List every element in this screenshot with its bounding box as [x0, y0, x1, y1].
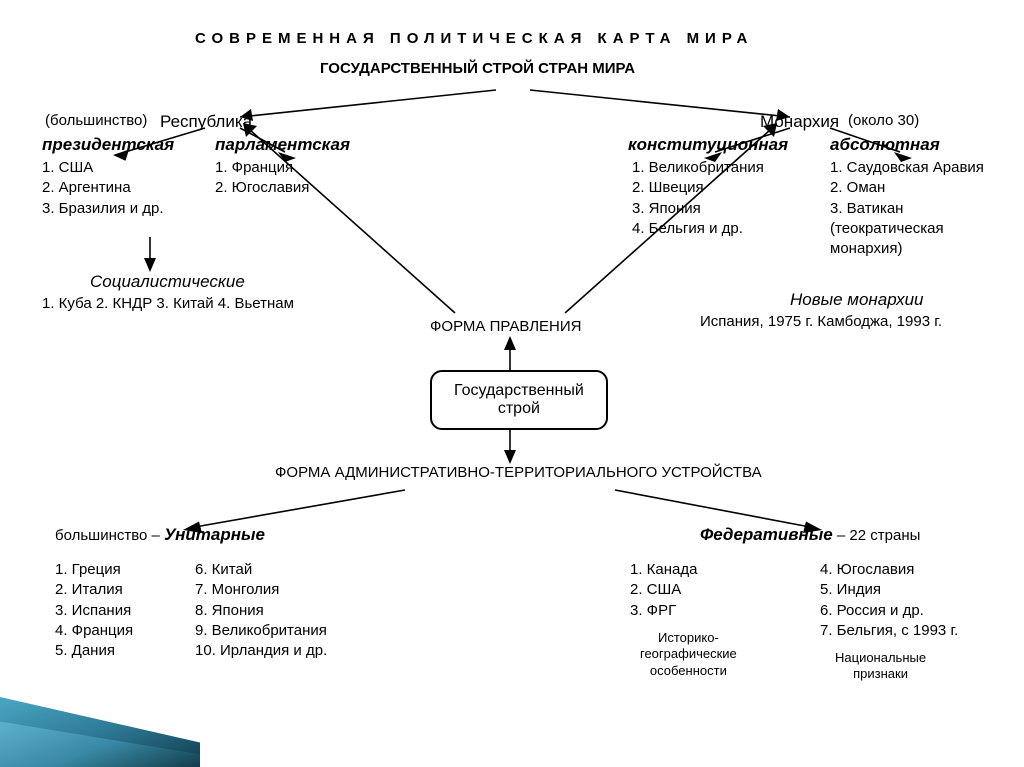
- list-item: 3. ФРГ: [630, 601, 697, 621]
- unitary-prefix: большинство –: [55, 527, 164, 544]
- center-box-line2: строй: [454, 400, 584, 418]
- absolute-header: абсолютная: [830, 135, 940, 155]
- monarchy-label: Монархия: [760, 112, 839, 132]
- list-item: 4. Югославия: [820, 560, 958, 580]
- list-item: 9. Великобритания: [195, 621, 327, 641]
- new-monarchies-line: Испания, 1975 г. Камбоджа, 1993 г.: [700, 313, 942, 330]
- list-item: (теократическая: [830, 219, 984, 239]
- federal-col2-note: Национальные признаки: [835, 650, 926, 683]
- list-item: 10. Ирландия и др.: [195, 641, 327, 661]
- federal-col1-note: Историко- географические особенности: [640, 630, 737, 679]
- list-item: 1. Канада: [630, 560, 697, 580]
- list-item: 1. Греция: [55, 560, 133, 580]
- list-item: 5. Дания: [55, 641, 133, 661]
- list-item: 5. Индия: [820, 580, 958, 600]
- list-item: 7. Монголия: [195, 580, 327, 600]
- list-item: 2. Италия: [55, 580, 133, 600]
- list-item: 6. Россия и др.: [820, 601, 958, 621]
- center-box-line1: Государственный: [454, 382, 584, 400]
- list-item: 3. Япония: [632, 199, 764, 219]
- absolute-list: 1. Саудовская Аравия2. Оман3. Ватикан (т…: [830, 158, 984, 259]
- federal-suffix: – 22 страны: [833, 527, 921, 544]
- list-item: 1. США: [42, 158, 164, 178]
- new-monarchies-header: Новые монархии: [790, 290, 924, 310]
- parliamentary-list: 1. Франция2. Югославия: [215, 158, 309, 199]
- list-item: 2. Швеция: [632, 178, 764, 198]
- list-item: 2. Аргентина: [42, 178, 164, 198]
- parliamentary-header: парламентская: [215, 135, 350, 155]
- list-item: 6. Китай: [195, 560, 327, 580]
- socialist-line: 1. Куба 2. КНДР 3. Китай 4. Вьетнам: [42, 295, 294, 312]
- unitary-label: Унитарные: [164, 525, 265, 544]
- list-item: 1. Великобритания: [632, 158, 764, 178]
- form-admin-label: ФОРМА АДМИНИСТРАТИВНО-ТЕРРИТОРИАЛЬНОГО У…: [275, 464, 762, 481]
- federal-label: Федеративные: [700, 525, 833, 544]
- list-item: монархия): [830, 239, 984, 259]
- list-item: 4. Бельгия и др.: [632, 219, 764, 239]
- socialist-header: Социалистические: [90, 272, 245, 292]
- list-item: 8. Япония: [195, 601, 327, 621]
- constitutional-header: конституционная: [628, 135, 788, 155]
- federal-col2: 4. Югославия5. Индия6. Россия и др.7. Бе…: [820, 560, 958, 641]
- title-main: СОВРЕМЕННАЯ ПОЛИТИЧЕСКАЯ КАРТА МИРА: [195, 30, 753, 47]
- corner-decoration: [0, 697, 200, 767]
- list-item: 2. Оман: [830, 178, 984, 198]
- presidential-header: президентская: [42, 135, 174, 155]
- center-box: Государственный строй: [430, 370, 608, 430]
- list-item: 7. Бельгия, с 1993 г.: [820, 621, 958, 641]
- presidential-list: 1. США2. Аргентина3. Бразилия и др.: [42, 158, 164, 219]
- list-item: 4. Франция: [55, 621, 133, 641]
- republic-note: (большинство): [45, 112, 147, 129]
- list-item: 2. США: [630, 580, 697, 600]
- unitary-col1: 1. Греция2. Италия3. Испания4. Франция5.…: [55, 560, 133, 661]
- list-item: 1. Саудовская Аравия: [830, 158, 984, 178]
- unitary-col2: 6. Китай7. Монголия8. Япония9. Великобри…: [195, 560, 327, 661]
- monarchy-note: (около 30): [848, 112, 919, 129]
- list-item: 3. Ватикан: [830, 199, 984, 219]
- federal-col1: 1. Канада2. США3. ФРГ: [630, 560, 697, 621]
- form-of-government-label: ФОРМА ПРАВЛЕНИЯ: [430, 318, 582, 335]
- list-item: 3. Бразилия и др.: [42, 199, 164, 219]
- list-item: 2. Югославия: [215, 178, 309, 198]
- title-sub: ГОСУДАРСТВЕННЫЙ СТРОЙ СТРАН МИРА: [320, 60, 635, 77]
- constitutional-list: 1. Великобритания2. Швеция3. Япония4. Бе…: [632, 158, 764, 239]
- list-item: 3. Испания: [55, 601, 133, 621]
- republic-label: Республика: [160, 112, 252, 132]
- list-item: 1. Франция: [215, 158, 309, 178]
